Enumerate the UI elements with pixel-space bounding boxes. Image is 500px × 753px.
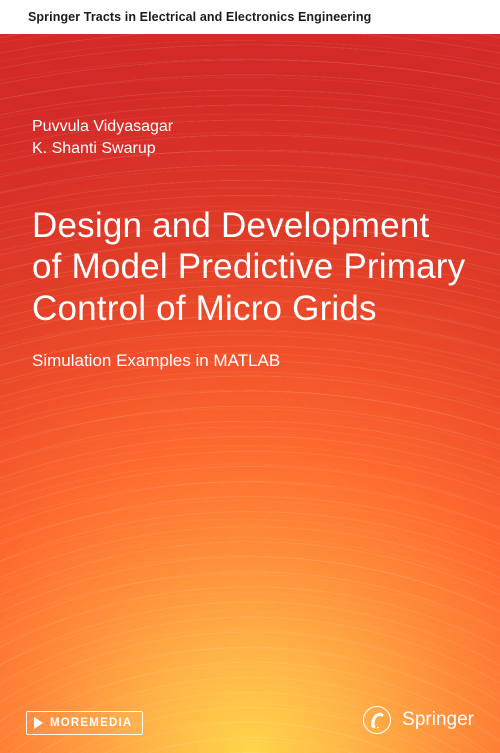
book-cover: Springer Tracts in Electrical and Electr…	[0, 0, 500, 753]
series-title: Springer Tracts in Electrical and Electr…	[28, 10, 371, 24]
footer-row: MOREMEDIA Springer	[0, 687, 500, 753]
authors-block: Puvvula Vidyasagar K. Shanti Swarup	[32, 116, 468, 159]
author-name: K. Shanti Swarup	[32, 138, 468, 160]
play-icon	[34, 717, 43, 729]
moremedia-badge: MOREMEDIA	[26, 711, 143, 735]
book-title: Design and Development of Model Predicti…	[32, 205, 468, 329]
publisher-name: Springer	[402, 709, 474, 731]
author-name: Puvvula Vidyasagar	[32, 116, 468, 138]
book-subtitle: Simulation Examples in MATLAB	[32, 351, 468, 371]
publisher-block: Springer	[362, 705, 474, 735]
cover-content: Puvvula Vidyasagar K. Shanti Swarup Desi…	[0, 34, 500, 753]
series-bar: Springer Tracts in Electrical and Electr…	[0, 0, 500, 34]
springer-horse-icon	[362, 705, 392, 735]
moremedia-label: MOREMEDIA	[50, 717, 132, 729]
